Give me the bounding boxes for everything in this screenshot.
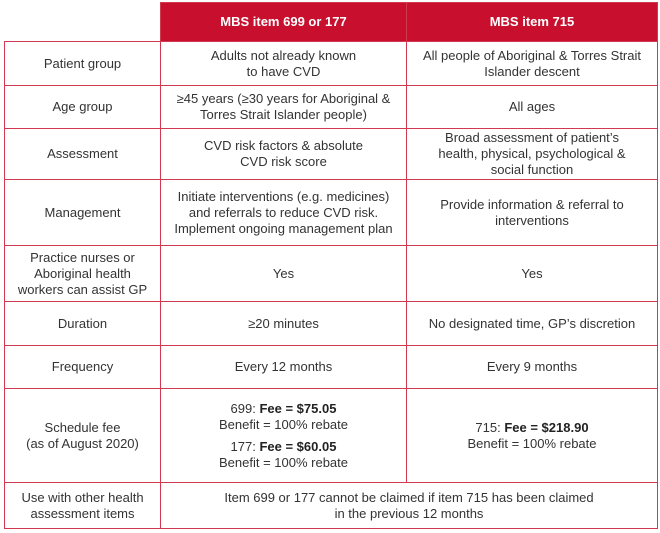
text-line: Every 12 months [234,359,333,374]
text-line: Every 9 months [486,359,578,374]
table-row: Patient group Adults not already known to… [4,41,658,86]
table-row-use-with-other: Use with other health assessment items It… [4,482,658,529]
table-row: Practice nurses or Aboriginal health worke… [4,245,658,302]
header-mbs-715: MBS item 715 [406,2,658,42]
cell-mbs-715: Yes [406,245,658,302]
row-label: Duration [4,301,161,346]
row-label-text: Age group [52,99,113,114]
table-row: Age group ≥45 years (≥30 years for Abori… [4,85,658,129]
text-line: Yes [521,265,543,281]
text-line: health, physical, psychological & [438,146,626,161]
benefit-text: Benefit = 100% rebate [218,416,348,432]
cell-mbs-699-177: Adults not already known to have CVD [160,41,407,86]
text-line: (as of August 2020) [26,435,139,451]
row-label: Schedule fee (as of August 2020) [4,388,161,483]
benefit-text: Benefit = 100% rebate [467,435,597,451]
row-label: Age group [4,85,161,129]
table-row-schedule-fee: Schedule fee (as of August 2020) 699: Fee… [4,388,658,483]
text-line: Practice nurses or [30,249,135,265]
row-label: Patient group [4,41,161,86]
text-line: CVD risk score [240,154,327,169]
text-line: Item 699 or 177 cannot be claimed if ite… [224,489,594,505]
header-blank [4,2,161,42]
text-line: Use with other health [21,489,144,505]
text-line: interventions [495,212,569,228]
text-line: in the previous 12 months [334,505,484,521]
cell-mbs-699-177: Yes [160,245,407,302]
text-line: to have CVD [246,63,321,79]
text-line: social function [490,162,574,177]
text-line: Torres Strait Islander people) [200,107,367,122]
header-mbs-699-177: MBS item 699 or 177 [160,2,407,42]
table-row: Assessment CVD risk factors & absolute CV… [4,128,658,180]
table-row: Duration ≥20 minutes No designated time,… [4,301,658,346]
cell-mbs-715: No designated time, GP’s discretion [406,301,658,346]
row-label: Management [4,179,161,246]
row-label-text: Patient group [43,55,122,71]
cell-mbs-699-177: Every 12 months [160,345,407,389]
cell-mbs-715: All people of Aboriginal & Torres Strait… [406,41,658,86]
item-number: 715: [475,419,505,435]
text-line: Adults not already known [210,47,357,63]
row-label: Practice nurses or Aboriginal health worke… [4,245,161,302]
item-number: 699: [230,400,260,416]
row-label: Assessment [4,128,161,180]
item-number: 177: [230,438,260,454]
cell-merged: Item 699 or 177 cannot be claimed if ite… [160,482,658,529]
row-label-text: Assessment [47,146,118,161]
row-label: Frequency [4,345,161,389]
table-row: Management Initiate interventions (e.g. … [4,179,658,246]
cell-mbs-715: Broad assessment of patient’s health, phy… [406,128,658,180]
text-line: Yes [272,265,295,281]
text-line: workers can assist GP [17,281,148,297]
cell-mbs-699-177: 699: Fee = $75.05 Benefit = 100% rebate … [160,388,407,483]
row-label-text: Duration [57,315,108,331]
text-line: CVD risk factors & absolute [204,138,363,153]
row-label-text: Management [44,204,121,220]
text-line: Initiate interventions (e.g. medicines) [177,188,390,204]
text-line: All people of Aboriginal & Torres Strait [423,47,641,63]
cell-mbs-699-177: ≥45 years (≥30 years for Aboriginal & Tor… [160,85,407,129]
cell-mbs-699-177: ≥20 minutes [160,301,407,346]
cell-mbs-715: 715: Fee = $218.90 Benefit = 100% rebate [406,388,658,483]
text-line: ≥45 years (≥30 years for Aboriginal & [176,91,391,106]
cell-mbs-699-177: Initiate interventions (e.g. medicines) a… [160,179,407,246]
cell-mbs-699-177: CVD risk factors & absolute CVD risk scor… [160,128,407,180]
text-line: assessment items [30,505,135,521]
text-line: No designated time, GP’s discretion [428,315,636,331]
text-line: All ages [508,99,556,114]
fee-amount: Fee = $60.05 [259,438,337,454]
table-row: Frequency Every 12 months Every 9 months [4,345,658,389]
text-line: Aboriginal health [34,265,131,281]
benefit-text: Benefit = 100% rebate [218,454,348,470]
fee-amount: Fee = $75.05 [259,400,337,416]
row-label: Use with other health assessment items [4,482,161,529]
text-line: Islander descent [484,63,580,79]
cell-mbs-715: All ages [406,85,658,129]
text-line: Broad assessment of patient’s [445,130,619,145]
cell-mbs-715: Provide information & referral to interve… [406,179,658,246]
text-line: Implement ongoing management plan [174,220,393,236]
text-line: Provide information & referral to [440,196,624,212]
mbs-comparison-table: MBS item 699 or 177 MBS item 715 Patient… [4,2,658,529]
cell-mbs-715: Every 9 months [406,345,658,389]
text-line: Schedule fee [44,419,121,435]
text-line: ≥20 minutes [248,315,319,331]
fee-amount: Fee = $218.90 [504,419,589,435]
row-label-text: Frequency [51,359,114,374]
text-line: and referrals to reduce CVD risk. [188,204,379,220]
